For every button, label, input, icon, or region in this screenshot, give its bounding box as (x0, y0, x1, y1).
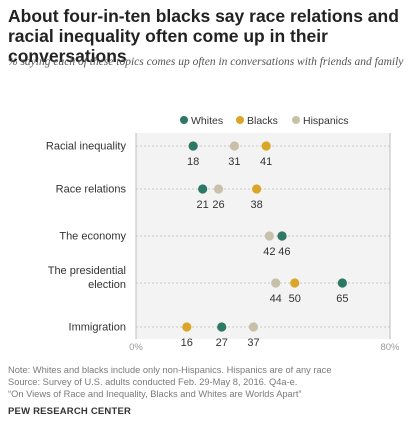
source-organization: PEW RESEARCH CENTER (8, 406, 132, 417)
dot-blacks (290, 278, 300, 288)
legend-label-hispanics: Hispanics (303, 115, 349, 127)
legend-marker-blacks (236, 116, 244, 124)
dot-blacks (182, 322, 192, 332)
category-label: The presidential (48, 265, 126, 277)
dot-blacks (261, 141, 271, 151)
data-label-blacks: 41 (260, 156, 272, 168)
legend-marker-hispanics (292, 116, 300, 124)
dot-hispanics (271, 278, 281, 288)
dot-blacks (252, 184, 262, 194)
category-label: Immigration (69, 322, 126, 334)
x-tick-label: 80% (380, 342, 400, 353)
legend-marker-whites (180, 116, 188, 124)
dot-hispanics (213, 184, 224, 194)
plot-band (136, 133, 390, 339)
data-label-whites: 18 (187, 156, 199, 168)
data-label-blacks: 16 (181, 337, 193, 349)
data-label-hispanics: 26 (212, 199, 224, 211)
data-label-hispanics: 31 (228, 156, 240, 168)
data-label-blacks: 50 (289, 293, 301, 305)
dot-whites (198, 184, 208, 194)
chart-notes: Note: Whites and blacks include only non… (8, 364, 413, 401)
data-label-whites: 27 (216, 337, 228, 349)
data-label-whites: 21 (197, 199, 209, 211)
data-label-blacks: 38 (251, 199, 263, 211)
dot-whites (188, 141, 198, 151)
dot-whites (217, 322, 227, 332)
chart-title: About four-in-ten blacks say race relati… (8, 6, 399, 66)
data-label-hispanics: 42 (263, 246, 275, 258)
report-title-line: “On Views of Race and Inequality, Blacks… (8, 389, 302, 400)
dot-hispanics (248, 322, 259, 332)
category-label: The economy (59, 231, 126, 243)
data-label-whites: 46 (278, 246, 290, 258)
note-line: Note: Whites and blacks include only non… (8, 365, 332, 375)
legend-label-blacks: Blacks (247, 115, 278, 127)
category-label: Racial inequality (46, 141, 127, 153)
source-line: Source: Survey of U.S. adults conducted … (8, 377, 298, 388)
data-label-hispanics: 44 (270, 293, 282, 305)
chart-subtitle: % saying each of these topics comes up o… (8, 56, 404, 68)
dot-whites (337, 278, 347, 288)
category-label: election (88, 279, 126, 291)
dot-plot: Whites Blacks Hispanics Racial inequality 18… (46, 115, 400, 353)
category-label: Race relations (56, 184, 127, 196)
legend-label-whites: Whites (191, 115, 223, 127)
data-label-whites: 65 (336, 293, 348, 305)
data-label-hispanics: 37 (247, 337, 259, 349)
dot-hispanics (229, 141, 240, 151)
dot-whites (277, 231, 287, 241)
dot-hispanics (264, 231, 274, 241)
x-tick-label: 0% (129, 342, 143, 353)
